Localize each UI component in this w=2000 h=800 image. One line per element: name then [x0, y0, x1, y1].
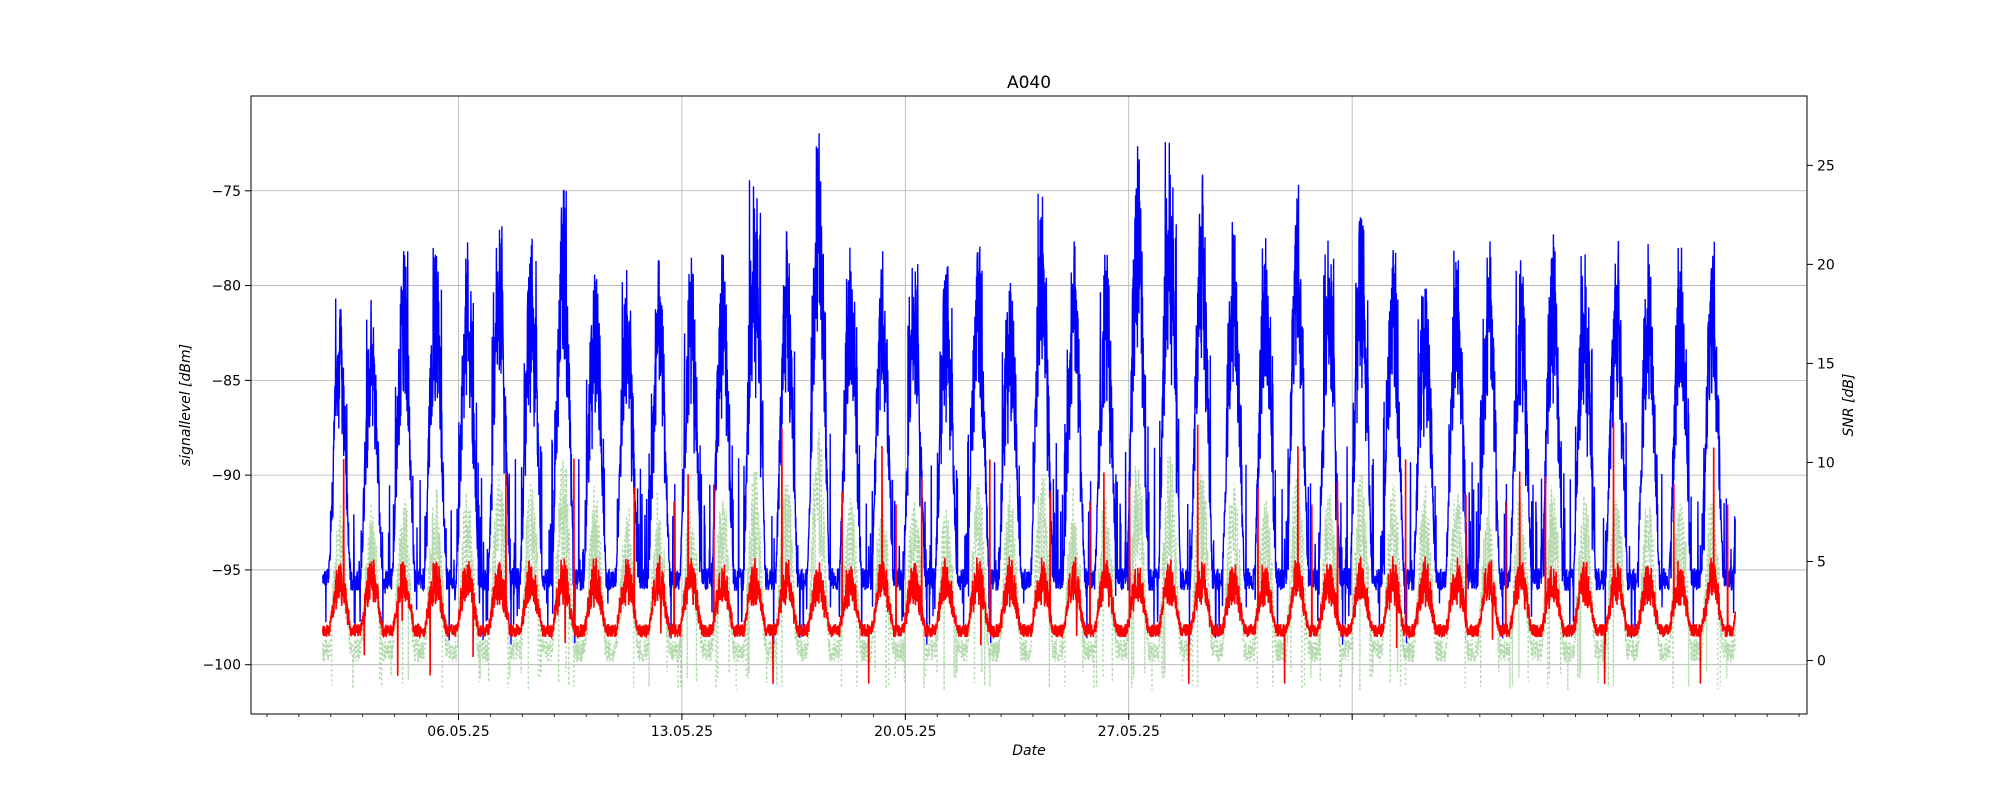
- chart: 06.05.25 13.05.25 20.05.25 27.05.25 −75 −80 −8…: [0, 0, 2000, 800]
- series-snr-line: [323, 428, 1735, 690]
- y-axis-right-label: SNR [dB]: [1841, 374, 1857, 437]
- y-right-tick-label: 5: [1817, 554, 1826, 570]
- x-tick-label: 13.05.25: [651, 724, 713, 740]
- y-left-tick-label: −100: [203, 658, 241, 674]
- x-tick-label: 27.05.25: [1098, 724, 1160, 740]
- y-right-tick-label: 10: [1817, 455, 1835, 471]
- y-left-tick-label: −85: [211, 373, 241, 389]
- plot-area: [323, 133, 1735, 690]
- y-right-tick-label: 15: [1817, 356, 1835, 372]
- chart-title: A040: [1007, 73, 1051, 93]
- y-axis-left-label: signallevel [dBm]: [178, 344, 194, 466]
- y-right-tick-label: 20: [1817, 257, 1835, 273]
- y-left-tick-label: −95: [211, 563, 241, 579]
- x-axis-label: Date: [1012, 743, 1045, 759]
- y-right-tick-label: 0: [1817, 654, 1826, 670]
- y-left-tick-label: −80: [211, 279, 241, 295]
- y-right-tick-label: 25: [1817, 158, 1835, 174]
- x-tick-label: 06.05.25: [427, 724, 489, 740]
- x-tick-label: 20.05.25: [874, 724, 936, 740]
- y-left-tick-label: −90: [211, 468, 241, 484]
- y-left-tick-label: −75: [211, 184, 241, 200]
